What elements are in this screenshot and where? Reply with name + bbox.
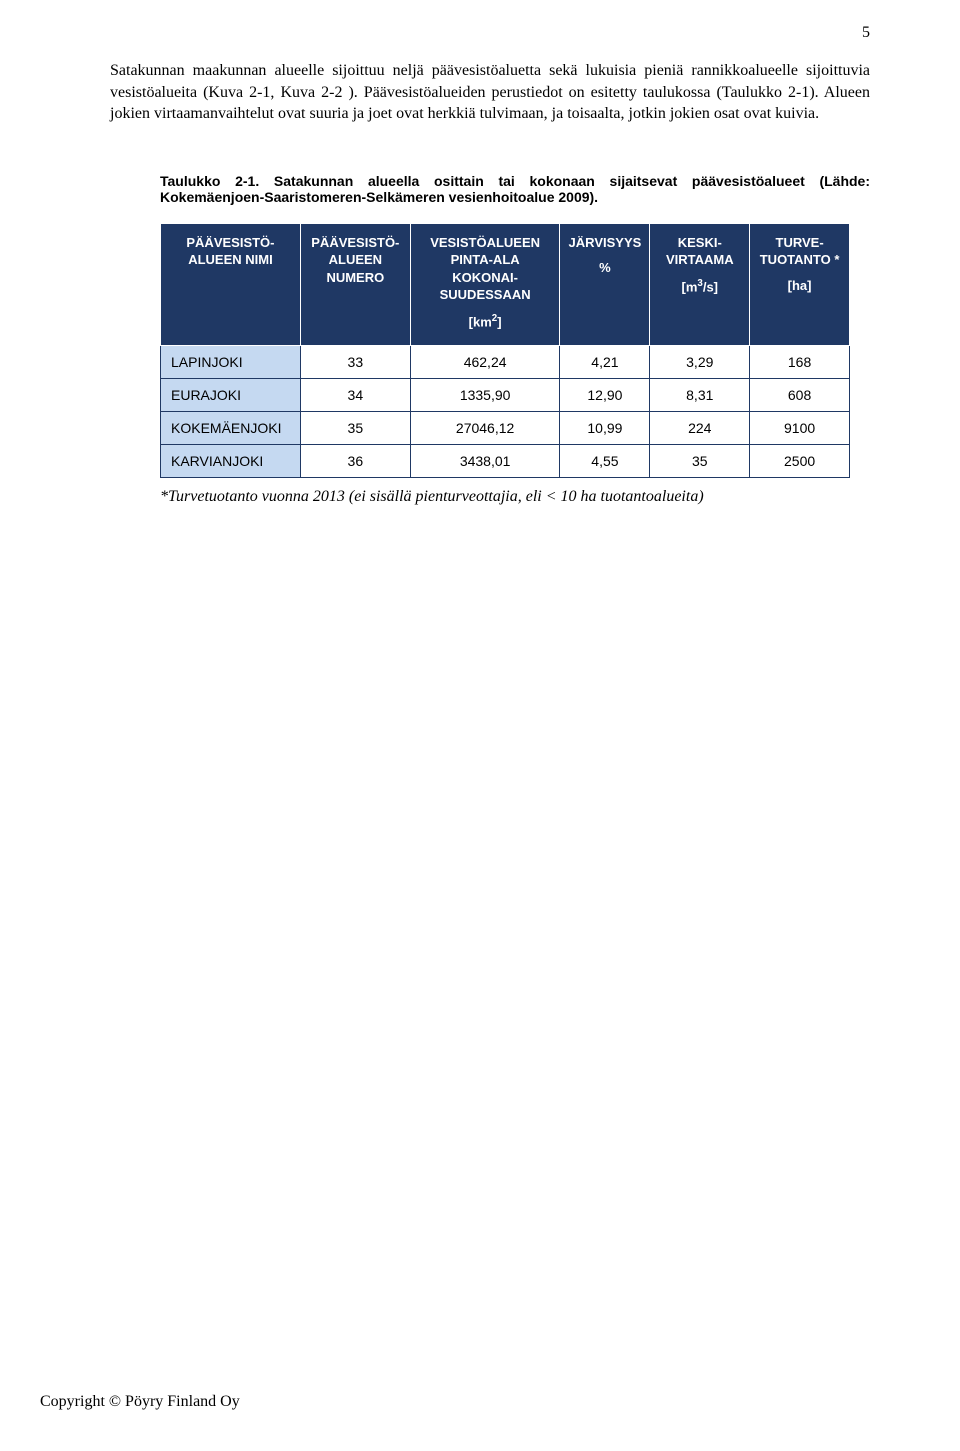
cell-peat: 9100 [750, 411, 850, 444]
page-number: 5 [862, 24, 870, 42]
cell-flow: 3,29 [650, 345, 750, 378]
cell-flow: 224 [650, 411, 750, 444]
th-area-label: VESISTÖALUEEN PINTA-ALA KOKONAI-SUUDESSA… [430, 235, 540, 303]
cell-num: 36 [300, 444, 410, 477]
cell-num: 33 [300, 345, 410, 378]
cell-num: 34 [300, 378, 410, 411]
cell-area: 3438,01 [410, 444, 560, 477]
body-paragraph: Satakunnan maakunnan alueelle sijoittuu … [110, 60, 870, 125]
cell-lake: 10,99 [560, 411, 650, 444]
th-peat: TURVE-TUOTANTO * [ha] [750, 223, 850, 345]
th-lake-label: JÄRVISYYS [569, 235, 642, 250]
th-area: VESISTÖALUEEN PINTA-ALA KOKONAI-SUUDESSA… [410, 223, 560, 345]
table-row: KARVIANJOKI363438,014,55352500 [161, 444, 850, 477]
table-footnote: *Turvetuotanto vuonna 2013 (ei sisällä p… [160, 488, 870, 506]
th-peat-label: TURVE-TUOTANTO * [760, 235, 840, 268]
cell-peat: 2500 [750, 444, 850, 477]
cell-lake: 4,55 [560, 444, 650, 477]
data-table: PÄÄVESISTÖ-ALUEEN NIMI PÄÄVESISTÖ-ALUEEN… [160, 223, 850, 478]
cell-flow: 8,31 [650, 378, 750, 411]
th-flow: KESKI-VIRTAAMA [m3/s] [650, 223, 750, 345]
cell-name: KARVIANJOKI [161, 444, 301, 477]
cell-lake: 12,90 [560, 378, 650, 411]
cell-flow: 35 [650, 444, 750, 477]
th-lake: JÄRVISYYS % [560, 223, 650, 345]
table-row: LAPINJOKI33462,244,213,29168 [161, 345, 850, 378]
table-caption: Taulukko 2-1. Satakunnan alueella ositta… [160, 173, 870, 205]
th-area-unit: [km2] [417, 312, 554, 331]
th-flow-unit: [m3/s] [656, 277, 743, 296]
cell-area: 1335,90 [410, 378, 560, 411]
cell-peat: 608 [750, 378, 850, 411]
cell-name: LAPINJOKI [161, 345, 301, 378]
table-header-row: PÄÄVESISTÖ-ALUEEN NIMI PÄÄVESISTÖ-ALUEEN… [161, 223, 850, 345]
table-body: LAPINJOKI33462,244,213,29168EURAJOKI3413… [161, 345, 850, 477]
th-name: PÄÄVESISTÖ-ALUEEN NIMI [161, 223, 301, 345]
cell-num: 35 [300, 411, 410, 444]
cell-peat: 168 [750, 345, 850, 378]
copyright-text: Copyright © Pöyry Finland Oy [40, 1393, 240, 1411]
th-flow-label: KESKI-VIRTAAMA [666, 235, 734, 268]
table-row: KOKEMÄENJOKI3527046,1210,992249100 [161, 411, 850, 444]
th-peat-unit: [ha] [756, 277, 843, 295]
cell-area: 462,24 [410, 345, 560, 378]
cell-area: 27046,12 [410, 411, 560, 444]
th-lake-unit: % [566, 259, 643, 277]
page: { "page_number": "5", "paragraph": "Sata… [0, 0, 960, 1451]
table-row: EURAJOKI341335,9012,908,31608 [161, 378, 850, 411]
th-number: PÄÄVESISTÖ-ALUEEN NUMERO [300, 223, 410, 345]
cell-name: EURAJOKI [161, 378, 301, 411]
cell-name: KOKEMÄENJOKI [161, 411, 301, 444]
cell-lake: 4,21 [560, 345, 650, 378]
